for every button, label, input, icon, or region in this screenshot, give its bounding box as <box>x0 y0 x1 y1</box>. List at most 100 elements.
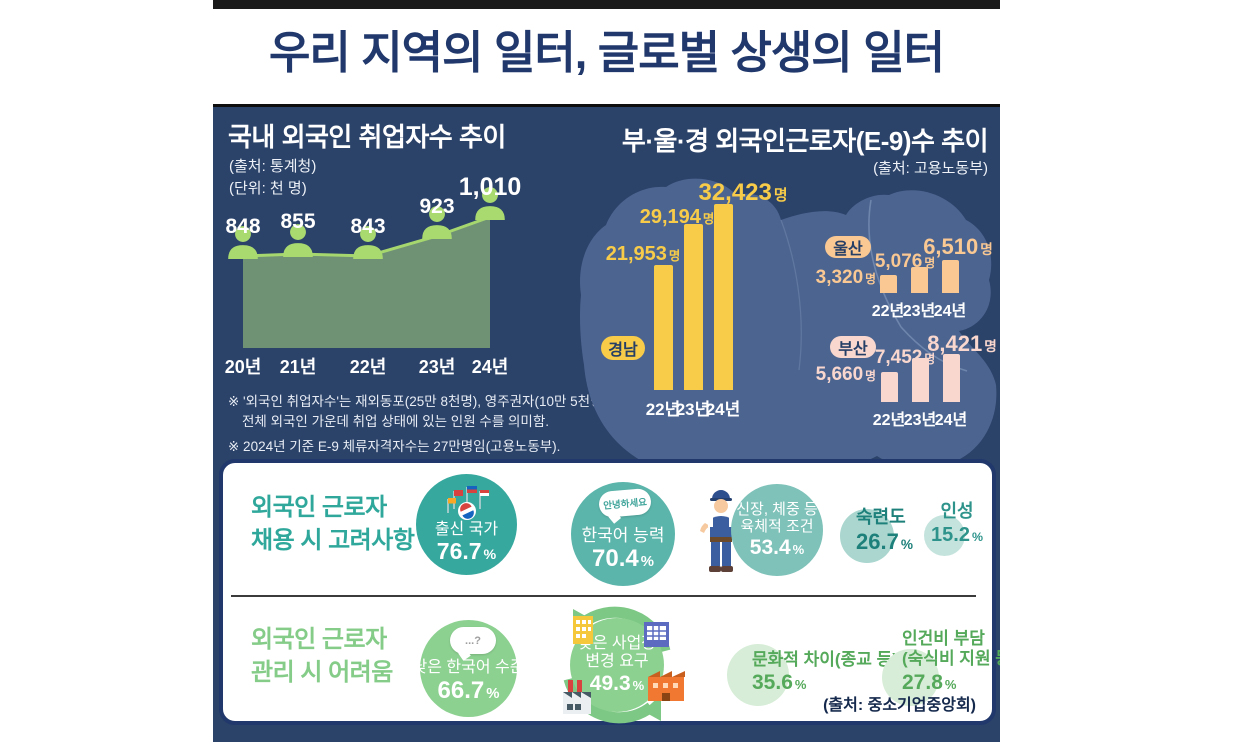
hiring-circle-physical: 신장, 체중 등 육체적 조건 53.4% <box>731 484 823 576</box>
bubble-text: ...? <box>465 634 481 647</box>
employment-value: 855 <box>280 210 316 233</box>
value-number: 6,510 <box>923 234 979 259</box>
value-number: 3,320 <box>815 267 864 288</box>
percent-sign: % <box>900 536 913 552</box>
value-number: 21,953 <box>605 243 667 265</box>
value-unit: 명 <box>668 249 681 263</box>
employment-chart-title: 국내 외국인 취업자수 추이 <box>228 122 506 152</box>
gyeongnam-value-23: 29,194 명 <box>640 206 715 229</box>
busan-value-22: 5,660 명 <box>816 364 876 386</box>
value-unit: 명 <box>984 339 997 354</box>
percent-number: 35.6 <box>752 671 793 695</box>
hiring-personality-text: 인성 15.2% <box>926 501 988 547</box>
employment-chart-source: (출처: 통계청) <box>229 158 317 175</box>
title-divider <box>213 104 1000 107</box>
person-icon <box>228 226 258 259</box>
value-unit: 명 <box>865 370 876 383</box>
map-border <box>780 219 802 371</box>
person-icon <box>475 187 505 220</box>
management-laborcost-text: 인건비 부담 (숙식비 지원 등) 27.8% <box>902 629 1000 695</box>
person-icon <box>353 226 383 259</box>
factory-icon <box>563 680 591 714</box>
employment-year-label: 22년 <box>349 357 387 377</box>
percent-number: 26.7 <box>856 528 899 554</box>
ulsan-year: 23년 <box>902 303 936 320</box>
value-unit: 명 <box>865 273 876 286</box>
percent-sign: % <box>971 529 983 544</box>
value-number: 7,452 <box>874 347 923 368</box>
value-number: 5,076 <box>874 251 923 272</box>
worker-icon <box>700 490 742 572</box>
hiring-circle-origin: 출신 국가 76.7% <box>416 474 517 575</box>
employment-value: 1,010 <box>458 173 522 201</box>
employment-year-label: 20년 <box>224 357 262 377</box>
ulsan-year: 24년 <box>933 303 967 320</box>
busan-year: 23년 <box>903 412 937 429</box>
gyeongnam-year: 24년 <box>705 400 741 419</box>
management-circle-culture <box>727 644 789 706</box>
hiring-item-label-line2: 육체적 조건 <box>740 518 814 536</box>
value-unit: 명 <box>980 242 993 257</box>
management-section-label: 외국인 근로자 관리 시 어려움 <box>251 623 393 689</box>
employment-value: 923 <box>419 195 455 218</box>
gyeongnam-bar-24 <box>714 204 733 390</box>
management-item-value: 66.7% <box>437 676 500 704</box>
speech-bubble-icon: 안녕하세요 <box>597 487 653 519</box>
value-number: 5,660 <box>815 364 864 385</box>
management-item-label-line2: (숙식비 지원 등) <box>902 649 1000 669</box>
hiring-item-label: 인성 <box>940 501 974 521</box>
hiring-circle-personality <box>924 515 965 556</box>
hiring-item-label-line1: 신장, 체중 등 <box>736 501 818 519</box>
page-title: 우리 지역의 일터, 글로벌 상생의 일터 <box>268 27 945 78</box>
employment-year-label: 23년 <box>418 357 456 377</box>
management-item-label-line1: 잦은 사업장 <box>577 635 657 653</box>
ulsan-value-23: 5,076 명 <box>875 251 935 273</box>
ulsan-value-24: 6,510 명 <box>923 234 993 260</box>
management-item-label: 낮은 한국어 수준 <box>412 659 525 677</box>
hiring-section-label: 외국인 근로자 채용 시 고려사항 <box>251 491 415 557</box>
percent-sign: % <box>794 677 807 693</box>
management-item-label: 문화적 차이(종교 등) <box>752 650 898 669</box>
employment-year-label: 21년 <box>279 357 317 377</box>
value-unit: 명 <box>773 188 788 204</box>
employment-value: 843 <box>350 215 386 238</box>
gyeongnam-pill: 경남 <box>601 336 645 360</box>
percent-number: 49.3 <box>589 671 631 695</box>
percent-sign: % <box>486 685 500 702</box>
value-unit: 명 <box>702 212 715 226</box>
hiring-item-value: 76.7% <box>437 538 496 564</box>
value-unit: 명 <box>924 353 936 366</box>
percent-number: 15.2 <box>931 523 970 546</box>
regional-chart-source: (출처: 고용노동부) <box>873 160 988 177</box>
management-item-value: 27.8% <box>902 670 1000 695</box>
ulsan-bar-22 <box>880 275 897 293</box>
percent-number: 66.7 <box>437 676 485 704</box>
value-number: 29,194 <box>639 206 701 228</box>
hiring-item-value: 53.4% <box>750 536 804 559</box>
hiring-item-label: 숙련도 <box>856 507 906 527</box>
value-number: 32,423 <box>698 179 772 206</box>
management-item-label-line2: 변경 요구 <box>585 653 649 671</box>
gyeongnam-bar-23 <box>684 224 703 390</box>
ulsan-pill: 울산 <box>825 236 871 258</box>
gyeongnam-bar-22 <box>654 265 673 390</box>
percent-sign: % <box>632 677 645 693</box>
management-item-value: 49.3% <box>590 672 644 695</box>
employment-year-label: 24년 <box>471 357 509 377</box>
management-culture-text: 문화적 차이(종교 등) 35.6% <box>752 650 898 696</box>
busan-bar-24 <box>943 354 960 402</box>
busan-bar-22 <box>881 372 898 402</box>
gyeongnam-year: 22년 <box>645 400 681 419</box>
office-building-icon <box>644 622 669 647</box>
management-item-value: 35.6% <box>752 670 898 695</box>
map-border <box>868 199 902 328</box>
gyeongnam-value-22: 21,953 명 <box>606 243 681 266</box>
footnote-line: ※ 2024년 기준 E-9 체류자격자수는 27만명임(고용노동부). <box>228 439 561 454</box>
survey-source: (출처: 중소기업중앙회) <box>823 697 976 714</box>
management-label-line1: 외국인 근로자 <box>251 626 387 653</box>
busan-year: 22년 <box>872 412 906 429</box>
value-number: 8,421 <box>927 331 983 356</box>
gyeongnam-value-24: 32,423 명 <box>698 179 787 207</box>
main-panel: 국내 외국인 취업자수 추이 (출처: 통계청) (단위: 천 명) 848 8… <box>213 107 1000 742</box>
